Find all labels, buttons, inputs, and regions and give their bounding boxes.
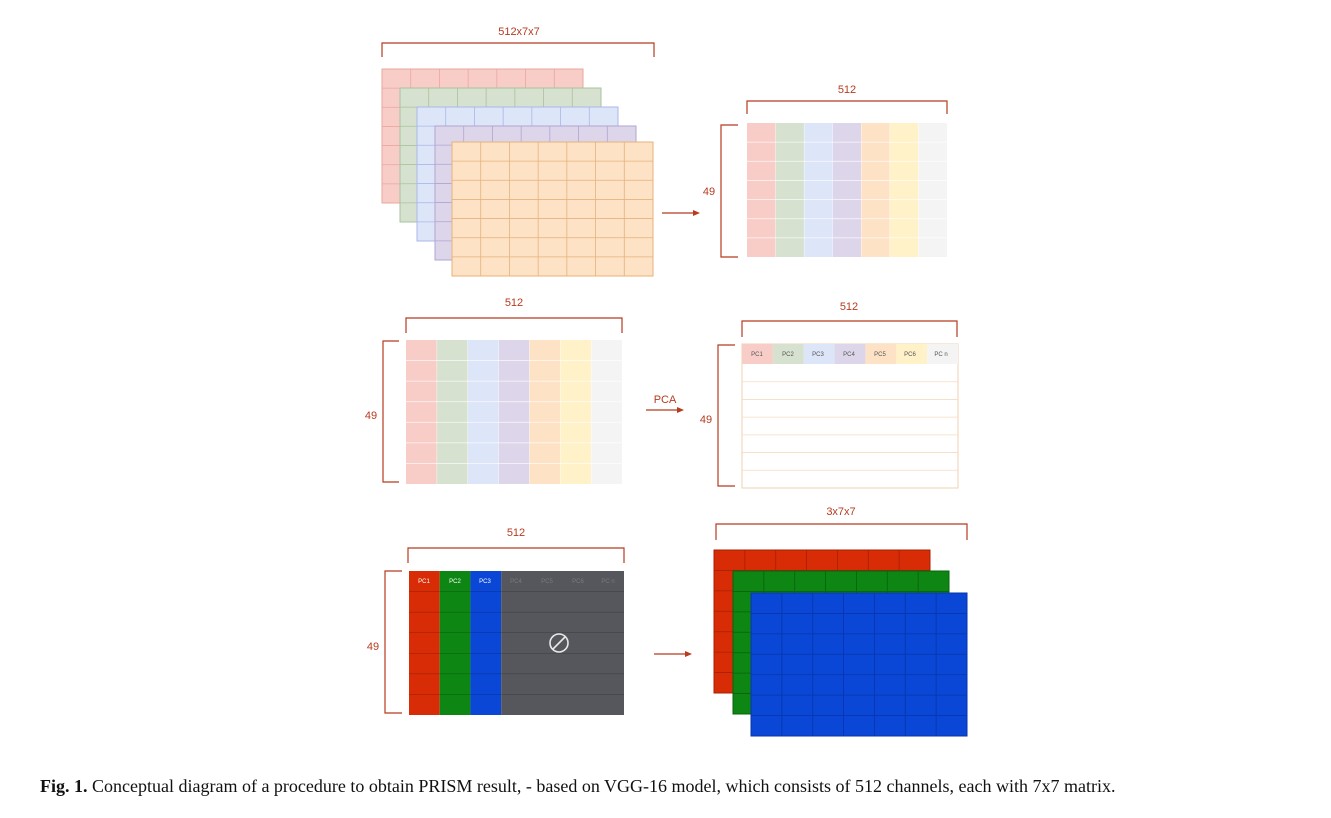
prism-procedure-diagram: 512x7x7 512 49 512 49 PCA 512 49 PC1 PC2…	[365, 26, 968, 737]
reshaped-matrix-col-4	[832, 123, 862, 257]
channel-matrix-col-4	[498, 340, 530, 484]
pc-discard-5: PC5	[541, 579, 553, 585]
bottom-left-rows-label: 49	[367, 641, 379, 653]
pc-header-n: PC n	[934, 352, 947, 358]
figure-caption: Fig. 1. Conceptual diagram of a procedur…	[40, 776, 1300, 797]
reshaped-matrix-col-6	[889, 123, 919, 257]
channel-matrix-col-3	[467, 340, 499, 484]
rgb-layer-blue	[750, 592, 968, 737]
arrow-pca	[646, 407, 684, 413]
pca-matrix-bg	[741, 343, 959, 489]
pc-header-3: PC3	[812, 352, 824, 358]
pca-header-cell-2	[772, 344, 804, 364]
reshaped-matrix	[747, 123, 947, 257]
prohibited-icon	[549, 633, 569, 653]
pca-header-cell-4	[834, 344, 866, 364]
pca-header-cell-3	[803, 344, 835, 364]
stacked-feature-maps	[381, 68, 654, 277]
mid-right-rows-bracket	[717, 344, 735, 487]
pc-select-1: PC1	[418, 579, 430, 585]
top-right-channels-label: 512	[838, 84, 856, 96]
reshaped-matrix-col-1	[747, 123, 776, 257]
pc-header-6: PC6	[904, 352, 916, 358]
pc-selection-matrix: PC1 PC2 PC3 PC4 PC5 PC6 PC n	[409, 571, 624, 715]
layer-orange-bg	[451, 141, 654, 277]
pc-select-3: PC3	[479, 579, 491, 585]
pca-header-cell-6	[896, 344, 928, 364]
channel-matrix-col-7	[591, 340, 622, 484]
pc-select-2: PC2	[449, 579, 461, 585]
channel-matrix-col-2	[436, 340, 468, 484]
mid-left-rows-bracket	[382, 340, 399, 483]
pc-discard-6: PC6	[572, 579, 584, 585]
pc-header-1: PC1	[751, 352, 763, 358]
arrow-reshape	[662, 210, 700, 216]
bottom-left-channels-bracket	[407, 547, 625, 563]
pc-header-5: PC5	[874, 352, 886, 358]
discarded-pc-area	[501, 571, 624, 715]
selected-pc-col-2	[439, 571, 471, 715]
pca-header-cell-7	[927, 344, 958, 364]
reshaped-matrix-col-7	[918, 123, 947, 257]
caption-label: Fig. 1.	[40, 776, 88, 796]
pc-header-4: PC4	[843, 352, 855, 358]
channel-matrix-col-1	[406, 340, 437, 484]
pca-result-matrix: PC1 PC2 PC3 PC4 PC5 PC6 PC n	[741, 343, 959, 489]
pca-label: PCA	[654, 394, 677, 406]
selected-pc-col-1	[409, 571, 440, 715]
top-right-channels-bracket	[746, 100, 948, 114]
mid-right-channels-bracket	[741, 320, 958, 337]
bottom-right-dims-bracket	[715, 523, 968, 540]
rgb-stack	[713, 549, 968, 737]
pc-discard-n: PC n	[601, 579, 614, 585]
pc-header-2: PC2	[782, 352, 794, 358]
top-right-rows-bracket	[720, 124, 738, 258]
reshaped-matrix-col-5	[861, 123, 890, 257]
channel-matrix-col-6	[560, 340, 592, 484]
pca-header-cell-5	[865, 344, 897, 364]
channel-matrix-col-5	[529, 340, 561, 484]
mid-left-rows-label: 49	[365, 410, 377, 422]
rgb-layer-blue-bg	[750, 592, 968, 737]
bottom-left-channels-label: 512	[507, 527, 525, 539]
channel-matrix	[406, 340, 622, 484]
arrow-rgb	[654, 651, 692, 657]
mid-left-channels-bracket	[405, 317, 623, 333]
caption-text: Conceptual diagram of a procedure to obt…	[87, 776, 1116, 796]
reshaped-matrix-col-2	[775, 123, 805, 257]
mid-left-channels-label: 512	[505, 297, 523, 309]
top-dims-label: 512x7x7	[498, 26, 540, 38]
pca-header-cell-1	[742, 344, 773, 364]
selected-pc-col-3	[470, 571, 502, 715]
mid-right-rows-label: 49	[700, 414, 712, 426]
reshaped-matrix-col-3	[804, 123, 833, 257]
mid-right-channels-label: 512	[840, 301, 858, 313]
layer-orange	[451, 141, 654, 277]
pc-discard-4: PC4	[510, 579, 522, 585]
top-dims-bracket	[381, 42, 655, 57]
bottom-right-dims-label: 3x7x7	[826, 506, 855, 518]
top-right-rows-label: 49	[703, 186, 715, 198]
bottom-left-rows-bracket	[384, 570, 402, 714]
